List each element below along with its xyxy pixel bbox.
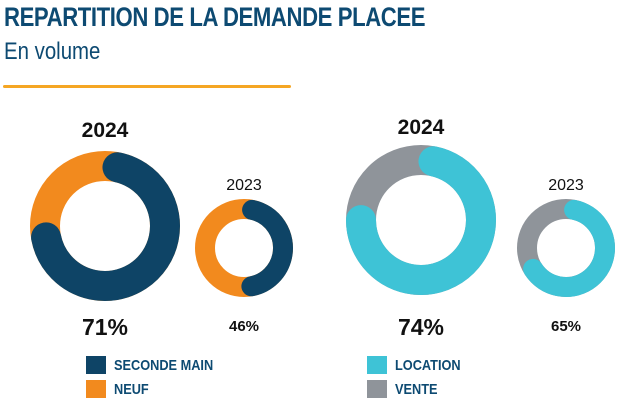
donut-year-label: 2023: [548, 177, 584, 194]
legend-swatch-vente: [367, 380, 387, 398]
chart-title: REPARTITION DE LA DEMANDE PLACEE: [4, 2, 426, 32]
legend-swatch-location: [367, 356, 387, 374]
chart-subtitle: En volume: [4, 38, 101, 65]
donut-year-label: 2023: [226, 177, 262, 194]
legend-swatch-neuf: [86, 380, 106, 398]
donut-year-label: 2024: [82, 119, 129, 142]
legend-item-vente: VENTE: [367, 380, 445, 398]
donut-year-label: 2024: [398, 116, 445, 139]
donut-segment-location: [517, 199, 615, 297]
donut-segment-seconde-main: [30, 151, 180, 301]
legend-label: NEUF: [114, 380, 149, 398]
donut-segment-location: [346, 145, 496, 296]
legend-label: SECONDE MAIN: [114, 356, 214, 374]
donut-percent-label: 46%: [229, 318, 259, 335]
donut-percent-label: 71%: [82, 314, 128, 340]
accent-divider: [3, 85, 291, 88]
donut-segment-seconde-main: [195, 199, 293, 297]
legend-swatch-seconde-main: [86, 356, 106, 374]
legend-item-neuf: NEUF: [86, 380, 155, 398]
donut-percent-label: 65%: [551, 318, 581, 335]
legend-item-location: LOCATION: [367, 356, 472, 374]
legend-item-seconde-main: SECONDE MAIN: [86, 356, 231, 374]
legend-label: LOCATION: [395, 356, 461, 374]
donut-percent-label: 74%: [398, 314, 444, 340]
legend-label: VENTE: [395, 380, 438, 398]
